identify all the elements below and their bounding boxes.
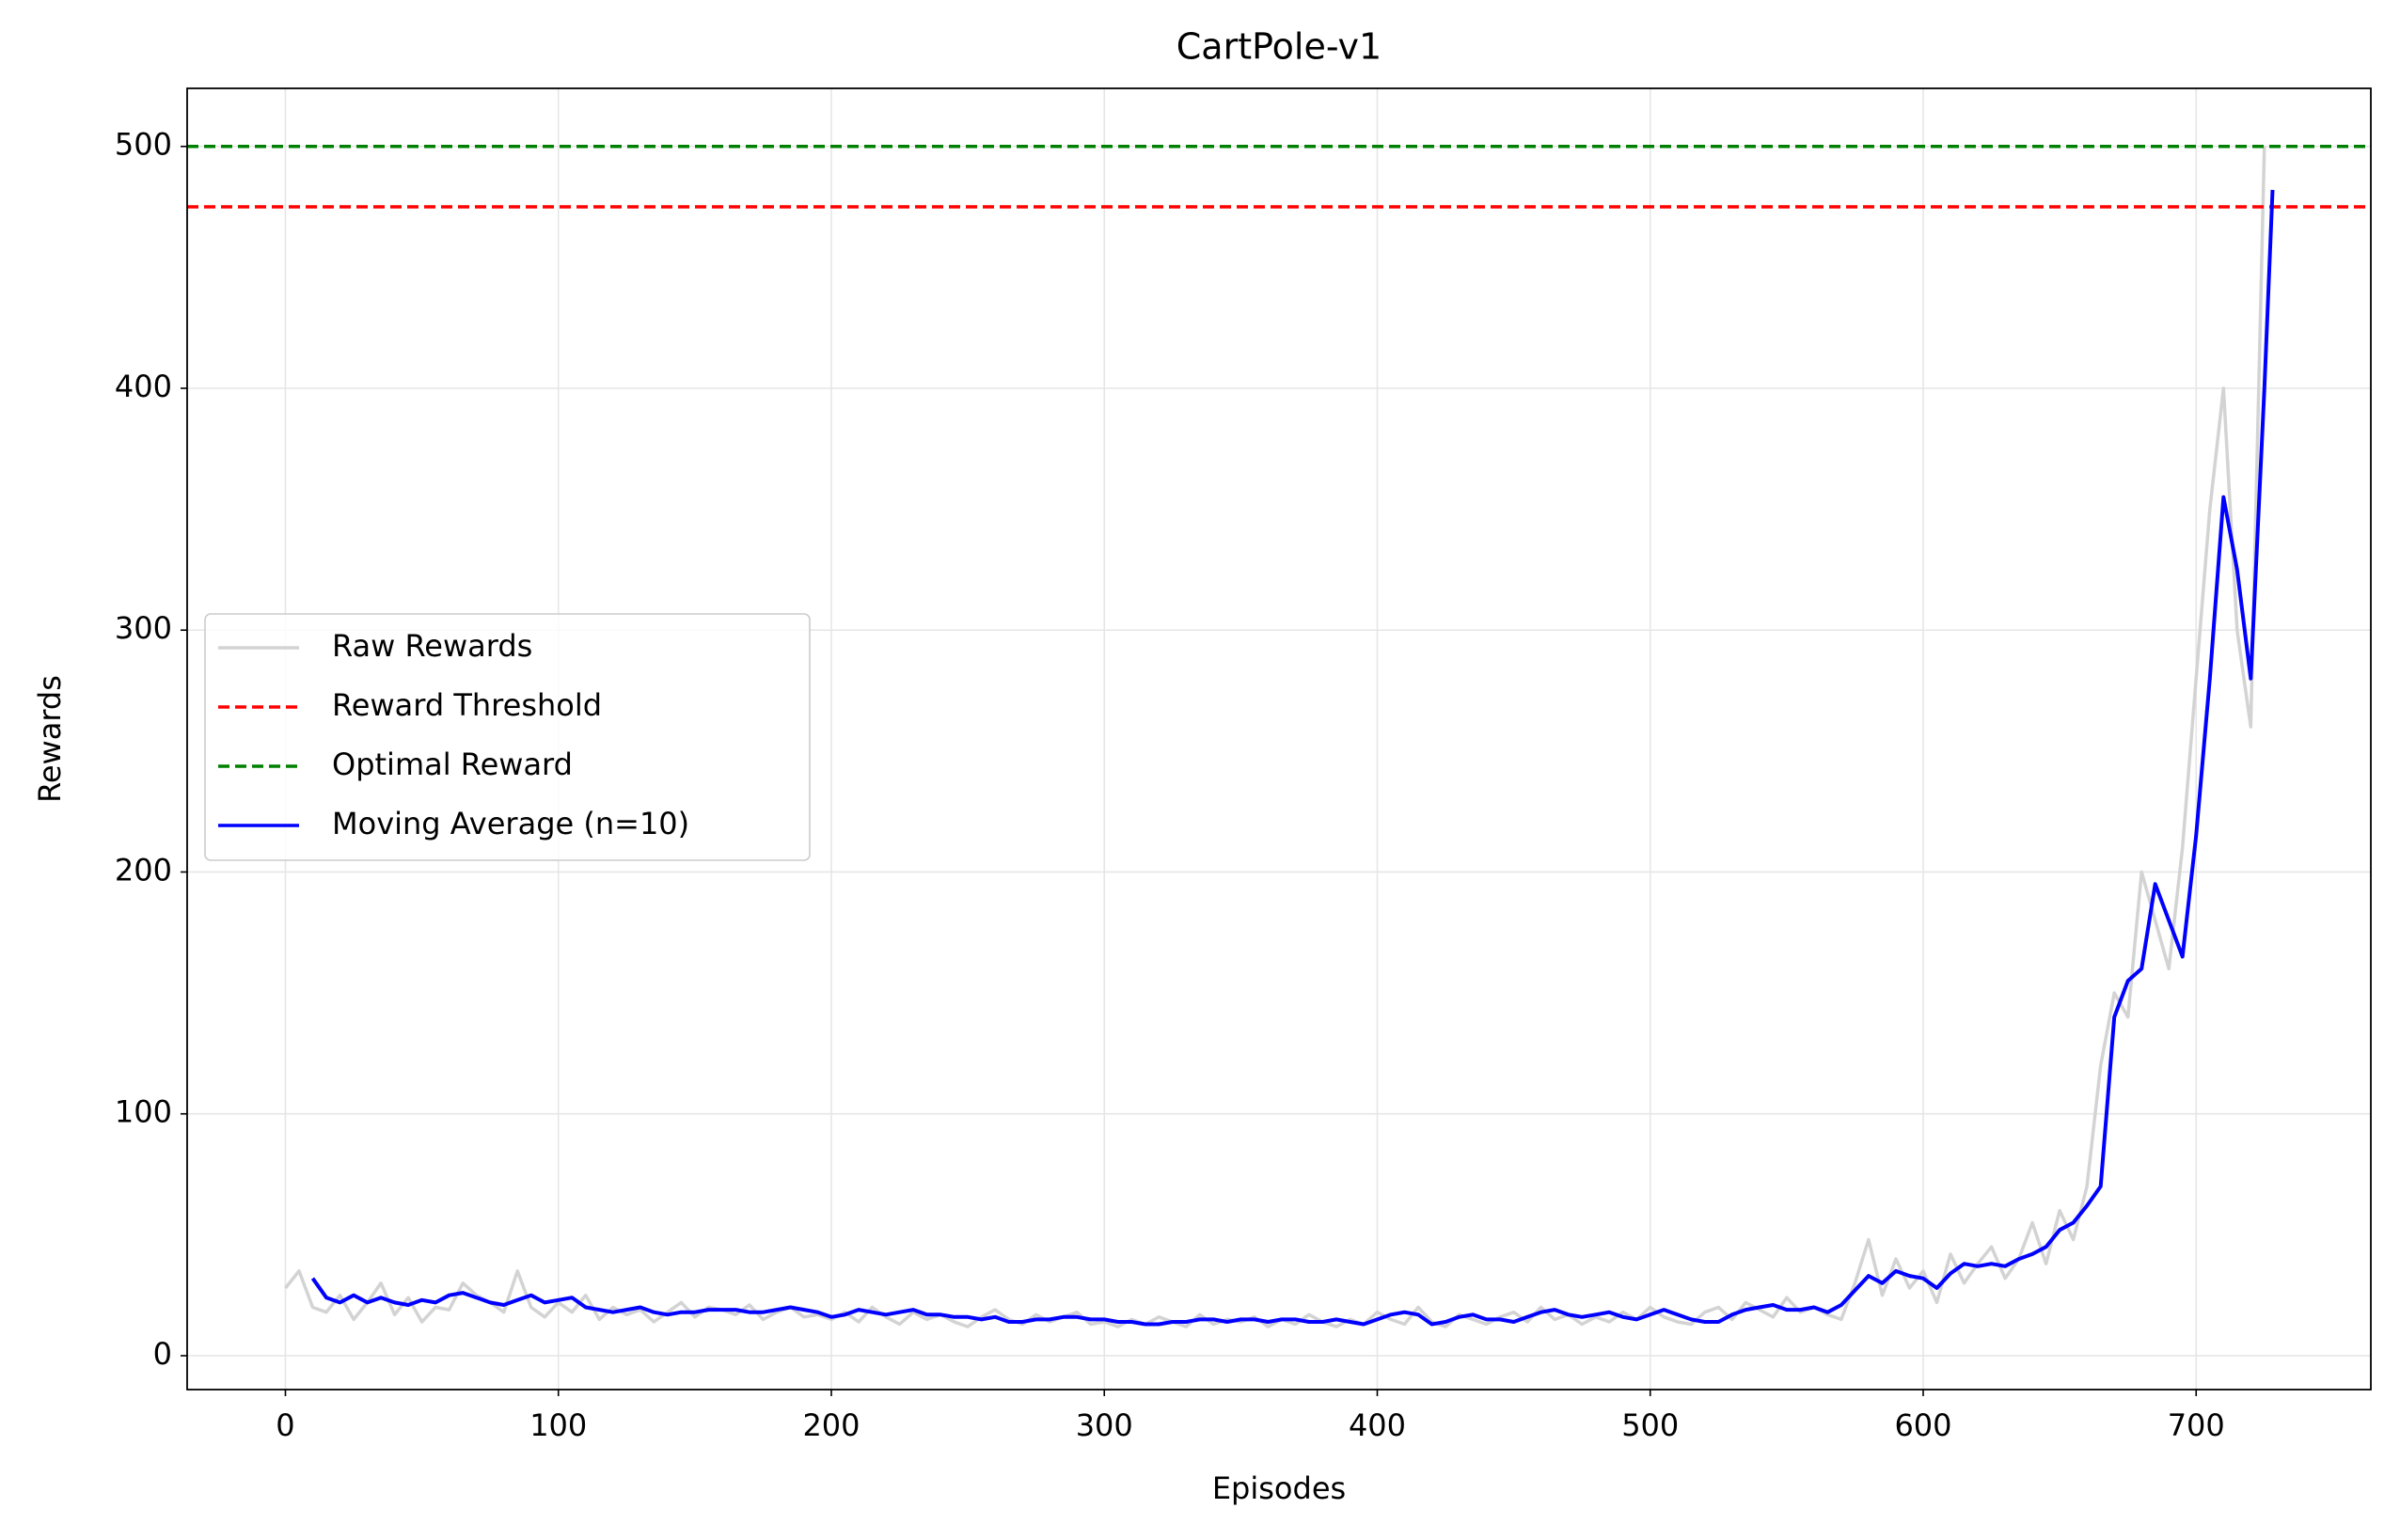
chart-title: CartPole-v1 [1176,26,1382,68]
legend-label: Reward Threshold [332,687,602,723]
y-tick-label: 0 [153,1336,172,1372]
y-tick-label: 300 [115,610,172,646]
plot-frame [186,87,2372,1391]
y-tick-label: 100 [115,1094,172,1130]
legend-label: Raw Rewards [332,628,532,664]
x-tick-label: 100 [529,1407,587,1443]
y-tick-label: 500 [115,127,172,163]
x-tick-label: 500 [1621,1407,1679,1443]
x-tick-label: 700 [2168,1407,2225,1443]
x-tick-label: 400 [1349,1407,1406,1443]
x-axis-label: Episodes [1212,1470,1346,1506]
y-tick-label: 400 [115,369,172,404]
x-tick-label: 300 [1076,1407,1133,1443]
legend-label: Optimal Reward [332,746,573,782]
legend-label: Moving Average (n=10) [332,806,689,841]
x-tick-label: 600 [1894,1407,1951,1443]
line-series [284,146,2266,1328]
y-axis-label: Rewards [32,675,68,803]
x-tick-label: 0 [276,1407,294,1443]
legend-box [204,613,811,861]
y-tick-label: 200 [115,852,172,888]
x-tick-label: 200 [802,1407,860,1443]
line-series [310,189,2275,1327]
